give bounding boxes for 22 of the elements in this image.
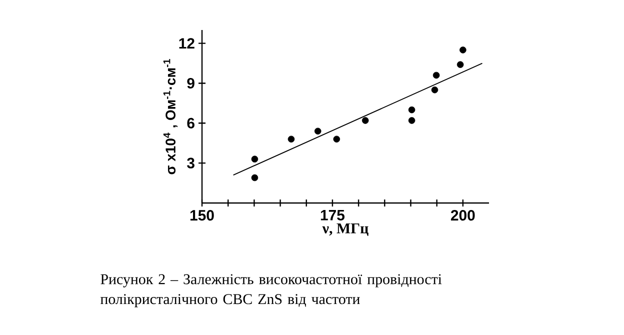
point (333, 136, 340, 143)
x-axis-title: ν, МГц (322, 223, 368, 236)
point (362, 117, 369, 124)
text: Рисунок 2 – Залежність високочастотної провідності полікристалічного СВС ZnS від частоти (100, 274, 442, 308)
point (251, 156, 258, 162)
y-tick-label: 9 (187, 78, 194, 89)
x-tick-label: 175 (320, 210, 345, 220)
point (251, 174, 258, 182)
point (431, 86, 438, 94)
point (288, 136, 295, 143)
point (408, 117, 416, 124)
x-tick-label: 150 (190, 210, 214, 221)
y-tick-label: 6 (187, 118, 194, 128)
y-tick-label: 12 (179, 38, 194, 49)
y-axis-title: σ x10$^{4}$ , Ом$^{-1}$·см$^{-1}$ (163, 59, 178, 174)
point (408, 106, 416, 114)
y-tick-label: 3 (187, 158, 194, 168)
point (432, 72, 440, 79)
x-tick-label: 200 (450, 210, 475, 221)
point (460, 46, 466, 54)
point (314, 128, 322, 135)
point (456, 61, 464, 68)
